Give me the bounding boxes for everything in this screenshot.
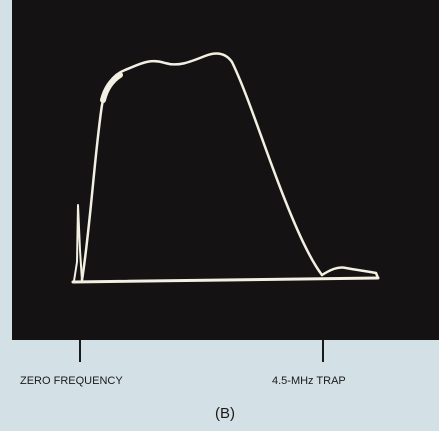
scope-photo [12,0,439,340]
zero-frequency-label: ZERO FREQUENCY [20,375,123,387]
figure: ZERO FREQUENCY 4.5-MHz TRAP (B) [0,0,439,431]
caption: (B) [215,405,235,422]
page: {"labels": {"left": "ZERO FREQUENCY", "r… [0,0,439,431]
trap-label: 4.5-MHz TRAP [272,375,346,387]
